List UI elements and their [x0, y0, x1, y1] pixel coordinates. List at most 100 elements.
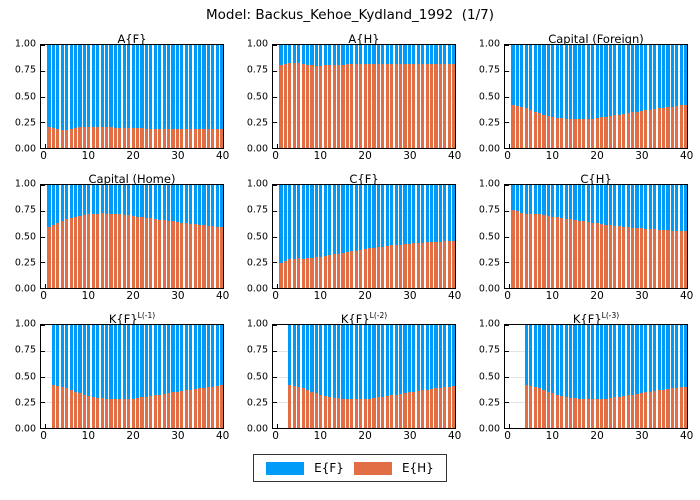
bar-segment-eh — [350, 399, 354, 428]
stacked-bar — [193, 185, 197, 288]
bar-segment-ef — [87, 45, 91, 127]
bar-segment-ef — [104, 325, 109, 399]
subplot-title-text: C{H} — [580, 172, 612, 186]
bar-segment-ef — [350, 185, 354, 252]
bar-segment-eh — [630, 112, 635, 148]
bar-segment-eh — [127, 128, 131, 148]
bar-segment-eh — [69, 390, 73, 428]
bar-segment-eh — [586, 118, 590, 148]
x-tick-label: 0 — [40, 290, 47, 302]
bar-segment-eh — [144, 396, 148, 428]
y-tick-mark — [273, 288, 277, 289]
bar-segment-ef — [542, 45, 546, 115]
bar-segment-eh — [626, 395, 630, 428]
bar-segment-eh — [220, 227, 224, 288]
bar-segment-eh — [421, 242, 425, 288]
bar-segment-ef — [206, 185, 210, 226]
bar-segment-ef — [555, 45, 559, 118]
bar-segment-eh — [87, 126, 91, 148]
stacked-bar — [560, 45, 564, 148]
bar-segment-ef — [341, 185, 345, 253]
stacked-bar — [560, 185, 564, 288]
stacked-bar — [675, 325, 679, 428]
bar-segment-ef — [372, 325, 376, 399]
plot-area — [504, 184, 688, 289]
y-axis-labels: 1.00 0.75 0.50 0.25 0.00 — [476, 179, 504, 295]
bar-segment-ef — [87, 185, 91, 215]
stacked-bar — [65, 185, 69, 288]
x-tick-label: 20 — [358, 150, 372, 162]
bar-segment-eh — [109, 399, 113, 428]
stacked-bar — [202, 185, 206, 288]
bar-segment-eh — [529, 110, 533, 148]
stacked-bar — [438, 45, 442, 148]
bar-segment-eh — [336, 398, 341, 428]
stacked-bar — [336, 325, 341, 428]
stacked-bar — [434, 325, 438, 428]
stacked-bar — [670, 325, 674, 428]
y-tick-mark — [505, 185, 509, 186]
bar-segment-eh — [529, 214, 533, 288]
subplot: K{F}L(-2) 1.00 0.75 0.50 0.25 0.00 0 10 20 30 40 — [244, 307, 462, 444]
bar-segment-eh — [166, 128, 171, 148]
bar-segment-ef — [78, 185, 82, 216]
stacked-bar — [319, 325, 323, 428]
bar-segment-eh — [515, 105, 519, 148]
y-tick-mark — [41, 70, 45, 72]
bar-segment-ef — [443, 325, 447, 388]
bar-segment-eh — [670, 230, 674, 288]
bar-segment-ef — [197, 325, 202, 389]
x-tick-mark — [44, 424, 46, 428]
bar-segment-eh — [288, 62, 292, 148]
stacked-bar — [586, 45, 590, 148]
stacked-bar — [398, 185, 403, 288]
bar-segment-eh — [412, 63, 416, 148]
bar-segment-eh — [657, 390, 661, 428]
bar-segment-eh — [657, 108, 661, 148]
bar-segment-ef — [56, 185, 60, 223]
bar-segment-ef — [452, 45, 456, 65]
bar-segment-eh — [520, 212, 524, 288]
stacked-bar — [345, 325, 349, 428]
bar-segment-ef — [617, 325, 621, 397]
bar-segment-ef — [599, 45, 604, 118]
bar-segment-ef — [560, 185, 564, 218]
stacked-bar — [47, 185, 51, 288]
bar-segment-ef — [591, 325, 595, 400]
y-tick-mark — [273, 376, 277, 378]
y-tick-label: 0.25 — [246, 257, 268, 269]
x-tick-label: 0 — [40, 150, 47, 162]
stacked-bar — [434, 185, 438, 288]
plot-area — [272, 44, 456, 149]
bar-segment-ef — [69, 185, 73, 218]
bar-segment-ef — [416, 185, 420, 243]
bar-segment-eh — [568, 219, 573, 288]
stacked-bar — [443, 45, 447, 148]
bar-segment-ef — [301, 185, 305, 259]
bar-segment-ef — [65, 45, 69, 130]
bar-segment-eh — [51, 127, 55, 148]
bar-segment-eh — [113, 399, 117, 428]
bar-segment-ef — [332, 185, 336, 255]
stacked-bar — [661, 325, 666, 428]
stacked-bar — [555, 45, 559, 148]
bar-segment-eh — [336, 253, 341, 288]
bar-segment-ef — [608, 325, 612, 399]
stacked-bar — [648, 185, 652, 288]
bar-segment-eh — [283, 261, 287, 288]
stacked-bar — [288, 185, 292, 288]
stacked-bar — [684, 45, 688, 148]
bar-segment-ef — [73, 45, 78, 128]
bar-segment-ef — [149, 185, 153, 219]
bar-segment-ef — [568, 325, 573, 398]
stacked-bar — [73, 185, 78, 288]
y-tick-mark — [41, 45, 45, 46]
stacked-bar — [520, 45, 524, 148]
bar-segment-ef — [376, 185, 380, 248]
bar-segment-eh — [390, 245, 394, 288]
bar-segment-eh — [533, 111, 537, 148]
bar-segment-ef — [385, 45, 389, 64]
bar-segment-eh — [215, 385, 219, 428]
stacked-bar — [73, 325, 78, 428]
bar-segment-eh — [354, 64, 358, 148]
